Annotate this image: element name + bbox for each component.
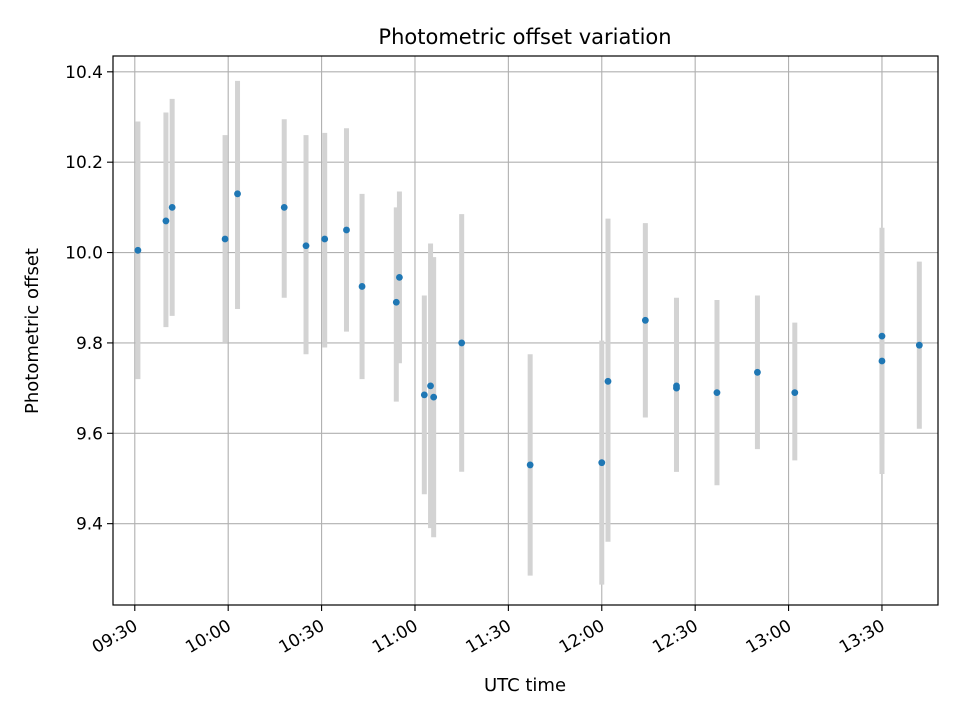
y-tick-label: 9.8 <box>76 334 103 354</box>
data-points <box>134 190 923 469</box>
plot-frame <box>112 55 939 606</box>
x-tick-label: 10:30 <box>276 616 328 658</box>
x-tick-label: 12:30 <box>649 616 701 658</box>
y-tick-label: 10.4 <box>65 63 103 83</box>
data-point <box>713 389 721 397</box>
data-point <box>641 316 649 324</box>
x-axis-title: UTC time <box>484 675 566 696</box>
y-tick-label: 9.6 <box>76 424 103 444</box>
x-tick-label: 11:30 <box>462 616 514 658</box>
data-point <box>302 242 310 250</box>
x-tick-label: 09:30 <box>89 616 141 658</box>
x-tick-label: 13:30 <box>836 616 888 658</box>
data-point <box>526 461 534 469</box>
data-point <box>168 203 176 211</box>
data-point <box>420 391 428 399</box>
error-bars <box>135 80 922 585</box>
data-point <box>604 377 612 385</box>
data-point <box>392 298 400 306</box>
y-axis-title: Photometric offset <box>22 248 43 414</box>
x-tick-label: 11:00 <box>369 616 421 658</box>
data-point <box>430 393 438 401</box>
x-axis-ticks: 09:30 10:00 10:30 11:00 11:30 12:00 12:30 13:00… <box>89 605 888 658</box>
data-point <box>280 203 288 211</box>
chart-title: Photometric offset variation <box>378 25 671 49</box>
data-point <box>234 190 241 198</box>
data-point <box>427 382 434 390</box>
y-tick-label: 10.0 <box>65 244 103 264</box>
data-point <box>791 389 799 397</box>
x-tick-label: 13:00 <box>743 616 795 658</box>
data-point <box>358 283 366 290</box>
data-point <box>878 332 886 340</box>
data-point <box>343 226 350 234</box>
data-point <box>598 459 606 467</box>
data-point <box>915 341 923 349</box>
data-point <box>458 339 466 347</box>
data-point <box>134 246 142 254</box>
data-point <box>162 217 170 225</box>
data-point <box>396 274 403 281</box>
data-point <box>673 382 680 390</box>
y-tick-label: 10.2 <box>65 153 103 173</box>
data-point <box>221 235 229 243</box>
data-point <box>754 368 761 376</box>
y-axis-ticks: 9.4 9.6 9.8 10.0 10.2 10.4 <box>65 63 113 535</box>
data-point <box>878 357 886 365</box>
x-tick-label: 12:00 <box>556 616 608 658</box>
y-tick-label: 9.4 <box>76 515 103 535</box>
data-point <box>321 235 329 243</box>
grid-lines <box>113 56 938 605</box>
x-tick-label: 10:00 <box>182 616 234 658</box>
